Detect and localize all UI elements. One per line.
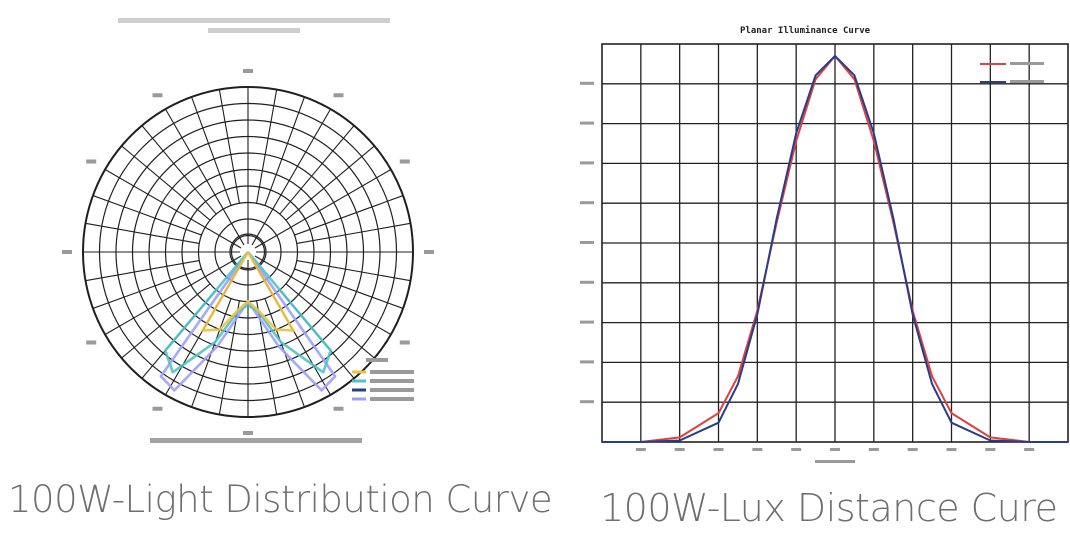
polar-spoke bbox=[121, 145, 211, 221]
y-tick-label-blur bbox=[580, 201, 594, 205]
polar-spoke bbox=[141, 125, 217, 215]
polar-angle-marker bbox=[399, 340, 410, 345]
polar-series bbox=[159, 251, 337, 392]
y-tick-label-blur bbox=[580, 81, 594, 85]
polar-footer-blur bbox=[150, 438, 362, 443]
polar-angle-marker bbox=[424, 250, 434, 254]
polar-angle-marker bbox=[152, 93, 163, 98]
illuminance-curve bbox=[602, 55, 1068, 443]
polar-spoke bbox=[264, 96, 305, 206]
x-tick-label-blur bbox=[752, 448, 763, 451]
polar-curve bbox=[164, 251, 333, 374]
y-tick-label-blur bbox=[580, 121, 594, 125]
legend-entry-blur bbox=[370, 370, 414, 374]
polar-chart bbox=[62, 18, 434, 443]
x-tick-label-blur bbox=[985, 448, 996, 451]
legend-entry-blur bbox=[370, 397, 414, 401]
x-tick-label-blur bbox=[868, 448, 879, 451]
lux-distance-panel: Planar Illuminance Curve 100W-Lux Distan… bbox=[560, 0, 1070, 539]
polar-angle-marker bbox=[86, 159, 97, 164]
legend-entry-blur bbox=[370, 388, 414, 392]
polar-spoke bbox=[254, 169, 392, 249]
polar-spoke bbox=[285, 145, 375, 221]
polar-spoke bbox=[254, 255, 392, 335]
legend-entry-blur bbox=[1010, 62, 1044, 65]
polar-spoke bbox=[85, 260, 200, 282]
polar-spoke bbox=[191, 96, 232, 206]
polar-spoke bbox=[104, 255, 242, 335]
x-tick-label-blur bbox=[713, 448, 724, 451]
polar-angle-marker bbox=[333, 93, 344, 98]
x-tick-label-blur bbox=[674, 448, 685, 451]
lux-distance-caption: 100W-Lux Distance Cure bbox=[600, 486, 1058, 530]
line-grid bbox=[580, 43, 1069, 463]
legend-entry-blur bbox=[370, 379, 414, 383]
polar-spoke bbox=[92, 268, 202, 309]
y-tick-label-blur bbox=[580, 320, 594, 324]
y-tick-label-blur bbox=[580, 241, 594, 244]
light-distribution-panel: 100W-Light Distribution Curve bbox=[0, 0, 553, 539]
polar-legend bbox=[352, 358, 414, 401]
polar-angle-marker bbox=[243, 431, 253, 435]
polar-spoke bbox=[251, 108, 331, 246]
chart-title: Planar Illuminance Curve bbox=[740, 25, 871, 36]
polar-spoke bbox=[121, 283, 211, 359]
line-series bbox=[602, 55, 1068, 443]
x-tick-label-blur bbox=[1024, 448, 1035, 451]
polar-spoke bbox=[165, 108, 245, 246]
polar-spoke bbox=[294, 268, 404, 309]
x-tick-label-blur bbox=[907, 448, 918, 451]
polar-spoke bbox=[256, 89, 278, 204]
polar-angle-marker bbox=[243, 69, 253, 73]
polar-angle-marker bbox=[62, 250, 72, 254]
polar-angle-marker bbox=[152, 406, 163, 411]
polar-spoke bbox=[296, 222, 411, 244]
y-tick-label-blur bbox=[580, 360, 594, 364]
polar-spoke bbox=[218, 89, 240, 204]
light-distribution-caption: 100W-Light Distribution Curve bbox=[8, 478, 553, 521]
x-tick-label-blur bbox=[791, 448, 802, 451]
y-tick-label-blur bbox=[580, 280, 594, 284]
polar-spoke bbox=[85, 222, 200, 244]
legend-heading-blur bbox=[366, 358, 388, 362]
y-tick-label-blur bbox=[580, 161, 594, 165]
polar-spoke bbox=[296, 260, 411, 282]
x-tick-label-blur bbox=[635, 448, 646, 451]
line-legend bbox=[980, 62, 1044, 83]
illuminance-chart: Planar Illuminance Curve bbox=[580, 25, 1069, 463]
polar-angle-marker bbox=[86, 340, 97, 345]
polar-curve bbox=[201, 251, 295, 332]
polar-spoke bbox=[92, 195, 202, 236]
polar-angle-marker bbox=[333, 406, 344, 411]
polar-angle-marker bbox=[399, 159, 410, 164]
polar-spoke bbox=[279, 125, 355, 215]
polar-spoke bbox=[285, 283, 375, 359]
polar-spoke bbox=[104, 169, 242, 249]
x-axis-label-blur bbox=[815, 460, 855, 463]
x-tick-label-blur bbox=[946, 448, 957, 451]
polar-header-blur bbox=[118, 18, 390, 33]
y-tick-label-blur bbox=[580, 400, 594, 404]
x-tick-label-blur bbox=[830, 448, 840, 451]
legend-entry-blur bbox=[1010, 80, 1044, 83]
polar-spoke bbox=[294, 195, 404, 236]
